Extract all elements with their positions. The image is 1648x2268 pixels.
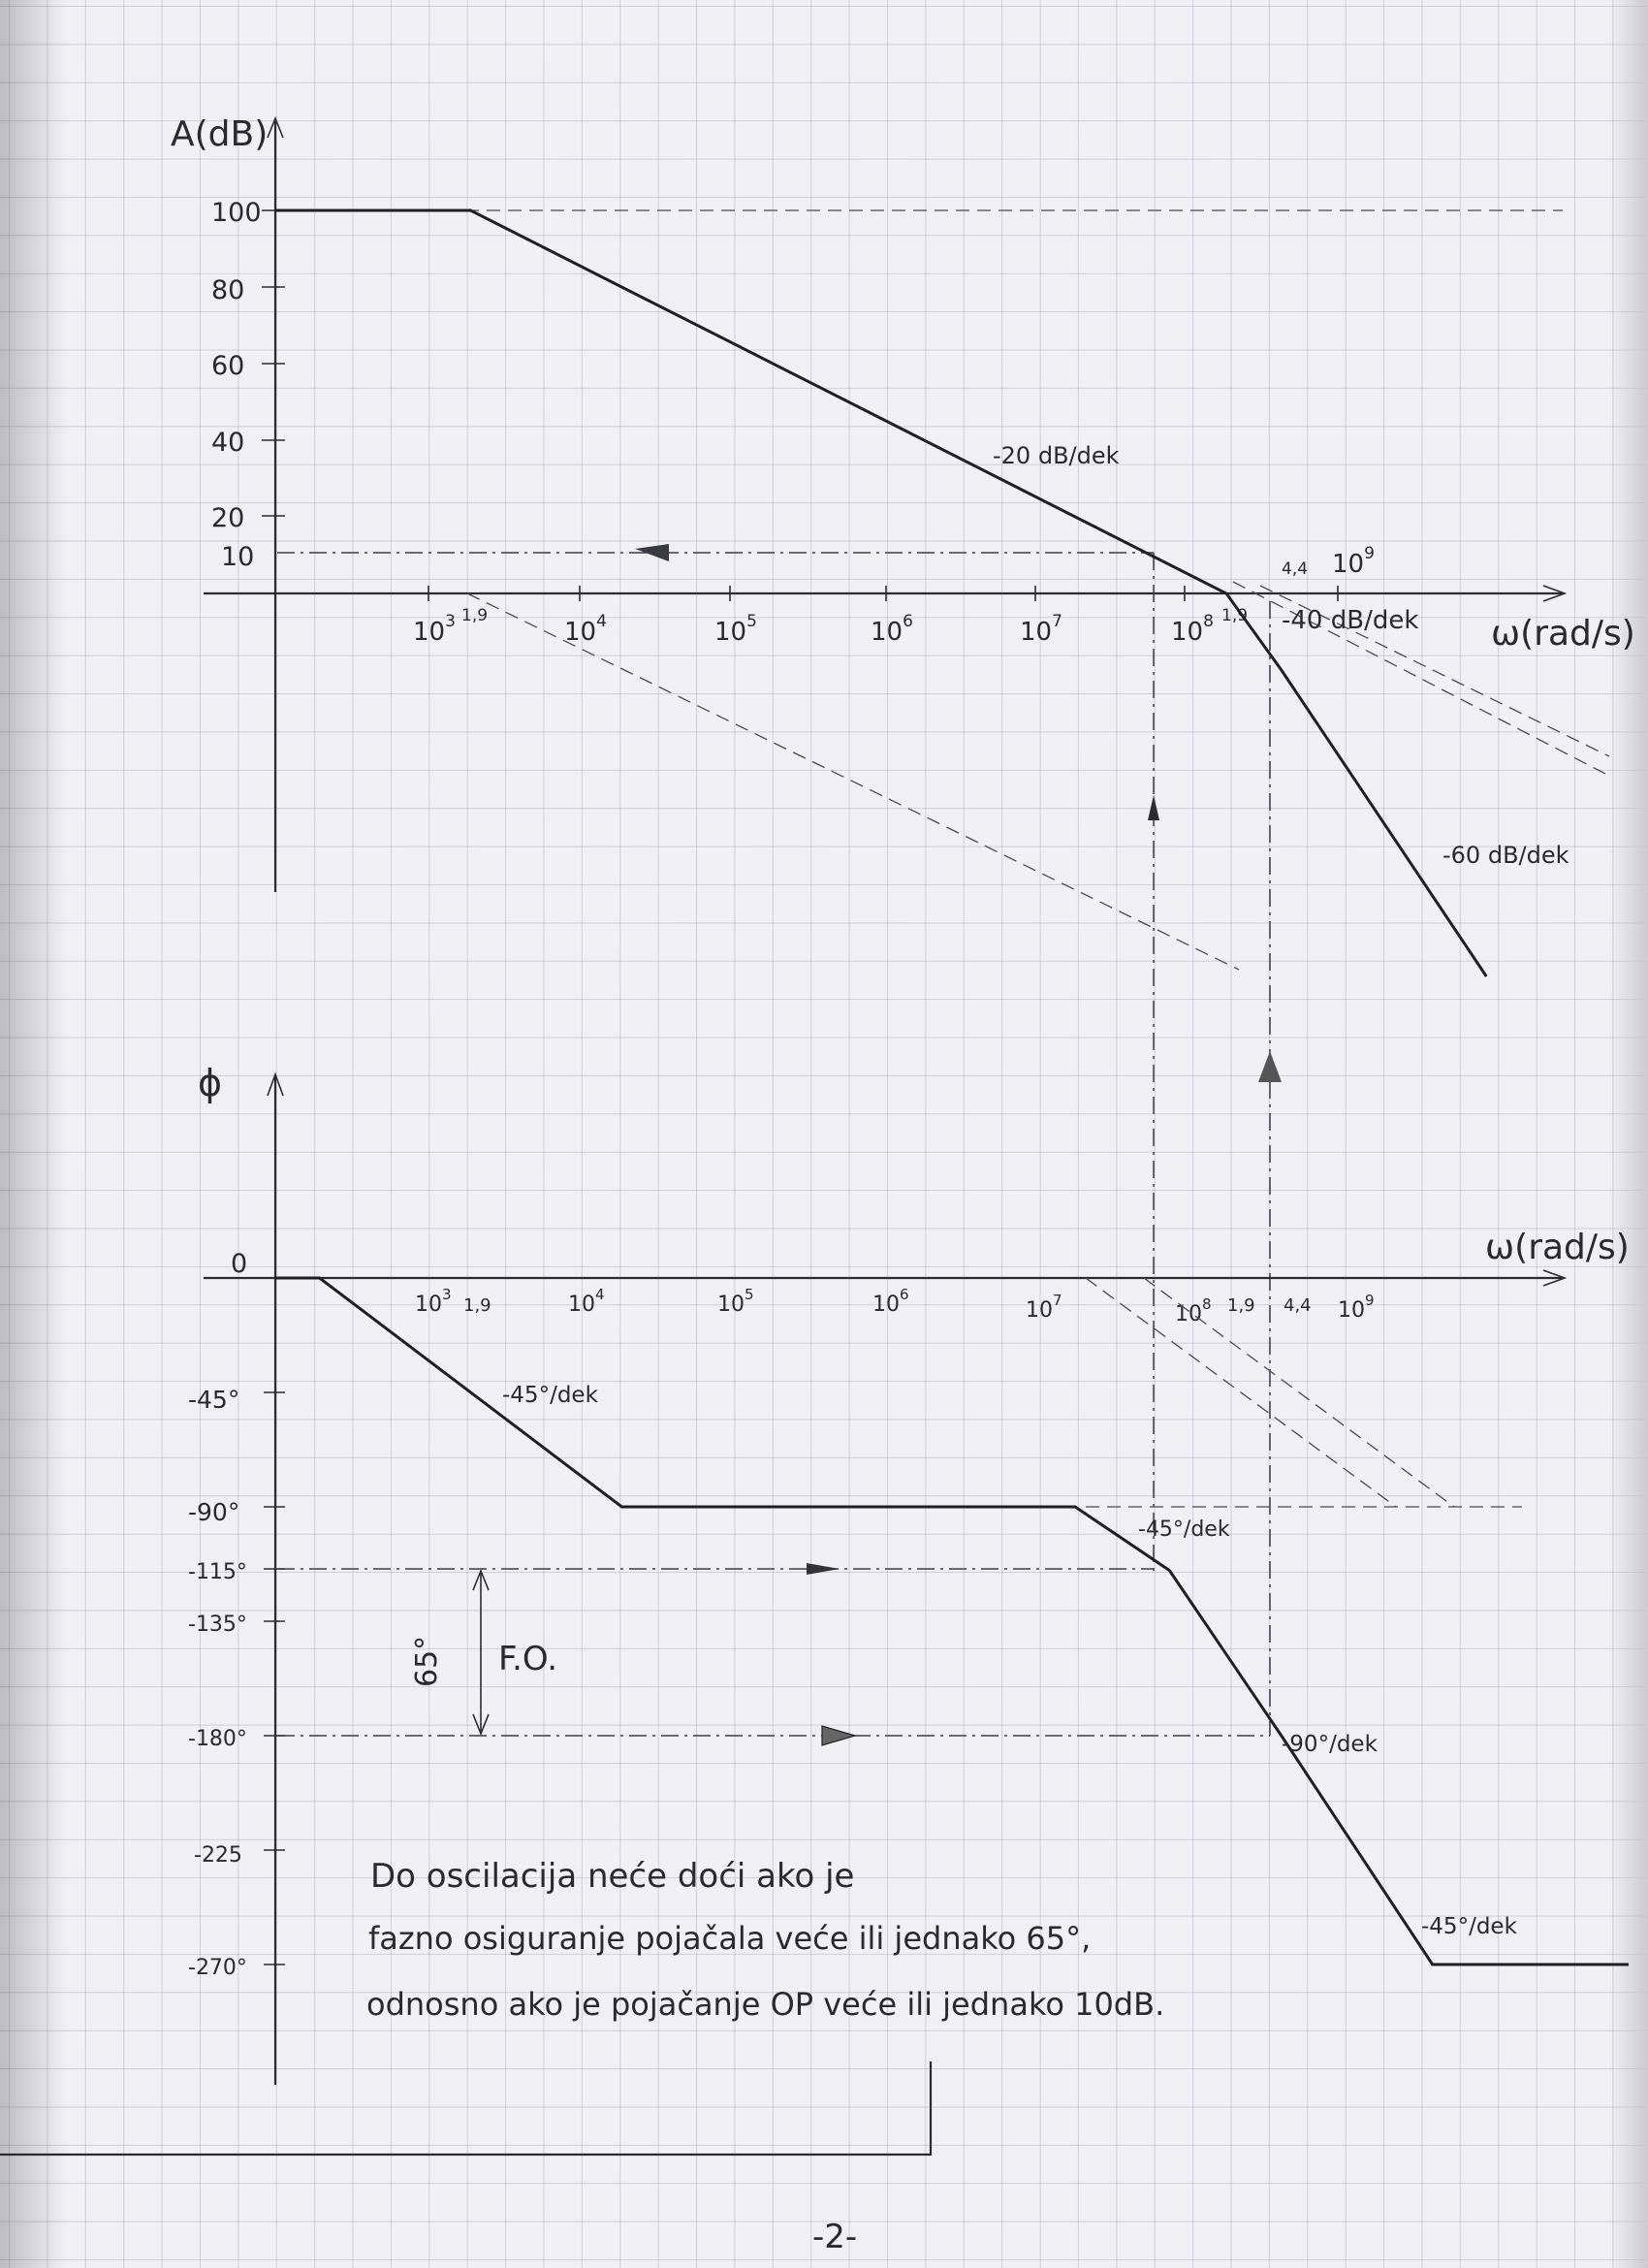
page-edge-shadow (1609, 0, 1648, 2268)
phase-slope-label: -45°/dek (1138, 1517, 1230, 1542)
phase-ytick: -135° (188, 1613, 247, 1637)
mag-ytick: 10 (221, 542, 254, 572)
mag-xtick: 105 (714, 612, 757, 647)
phase-xtick: 105 (717, 1286, 754, 1317)
mag-xtick-extra: 1,9 (1221, 606, 1248, 625)
magnitude-y-ticks: 100 80 60 40 20 10 (211, 198, 285, 572)
magnitude-y-arrow (267, 115, 284, 139)
mag-asymptote-a (1232, 581, 1610, 777)
phase-xtick: 108 (1175, 1295, 1212, 1326)
mag-xtick: 108 (1171, 612, 1214, 647)
magnitude-y-label: A(dB) (171, 114, 268, 154)
phase-margin-value: 65° (410, 1636, 444, 1687)
phase-180-arrowhead (821, 1725, 858, 1746)
conclusion-note: Do oscilacija neće doći ako je fazno osi… (366, 1857, 1164, 2023)
phase-ytick: -180° (188, 1727, 247, 1751)
mag-asymptote-low (466, 592, 1240, 971)
phase-xtick: 106 (872, 1286, 909, 1317)
note-line: Do oscilacija neće doći ako je (370, 1857, 854, 1896)
phase-ytick: -115° (188, 1560, 247, 1584)
phase-asymptote-b (1143, 1277, 1455, 1508)
slope-label: -20 dB/dek (993, 442, 1120, 469)
mag-asymptote-b (1259, 585, 1610, 757)
phase-chart: ϕ ω(rad/s) 0 -45° -90° -115° -135° -180°… (188, 1062, 1630, 2085)
phase-x-label: ω(rad/s) (1485, 1228, 1630, 1267)
mag-ytick: 80 (211, 275, 244, 305)
magnitude-x-label: ω(rad/s) (1491, 614, 1635, 654)
mag-xtick: 106 (871, 612, 913, 647)
phase-ytick: -45° (188, 1386, 239, 1414)
phase-ytick: -225 (194, 1843, 242, 1868)
magnitude-curve (275, 208, 1488, 977)
note-line: fazno osiguranje pojačala veće ili jedna… (368, 1920, 1091, 1957)
phase-margin-arrowhead-bottom (472, 1713, 490, 1737)
phase-curve (275, 1276, 1629, 1966)
mag-xtick-extra: 1,9 (461, 606, 488, 625)
phase-xtick: 109 (1338, 1292, 1375, 1323)
phase-ytick: 0 (231, 1249, 247, 1279)
magnitude-x-arrow (1542, 585, 1568, 602)
phase-xtick-above: 4,4 (1284, 1295, 1312, 1316)
phase-asymptote-a (1085, 1277, 1397, 1508)
mag-xtick: 109 (1332, 544, 1375, 579)
phase-xtick: 107 (1026, 1292, 1062, 1323)
note-line: odnosno ako je pojačanje OP veće ili jed… (366, 1986, 1164, 2023)
phase-xtick: 104 (568, 1286, 605, 1317)
phase-115-arrowhead (807, 1563, 840, 1575)
mag-xtick: 107 (1020, 612, 1062, 647)
slope-label: -40 dB/dek (1282, 606, 1418, 635)
phase-y-arrow (267, 1071, 284, 1097)
magnitude-x-ticks: 103 1,9 104 105 106 107 108 1,9 109 4,4 (413, 544, 1375, 647)
phase-margin-arrowhead-top (472, 1568, 490, 1591)
crossover-up-arrow-b (1258, 1051, 1282, 1082)
phase-y-ticks: 0 -45° -90° -115° -135° -180° -225 -270° (188, 1249, 285, 1980)
phase-ytick: -270° (188, 1956, 247, 1980)
mag-xtick: 103 (413, 612, 456, 647)
phase-ytick: -90° (188, 1498, 239, 1526)
slope-label: -60 dB/dek (1442, 842, 1569, 869)
phase-slope-label: -45°/dek (502, 1383, 599, 1408)
phase-x-ticks: 103 1,9 104 105 106 107 108 1,9 109 4,4 (415, 1286, 1375, 1326)
magnitude-chart: A(dB) ω(rad/s) 100 80 60 40 20 10 103 1,… (171, 114, 1635, 1736)
mag-ytick: 20 (211, 503, 244, 533)
phase-margin-label: F.O. (498, 1640, 557, 1678)
mag-ytick: 100 (211, 198, 262, 228)
page-frame-mark (0, 2061, 933, 2156)
crossover-up-arrow (1148, 795, 1159, 820)
mag-ytick: 40 (211, 428, 244, 458)
phase-slope-label: -90°/dek (1282, 1732, 1379, 1757)
phase-xtick: 103 (415, 1286, 452, 1317)
phase-xtick-extra: 1,9 (463, 1295, 491, 1316)
mag-xtick: 104 (564, 612, 607, 647)
mag-ytick: 60 (211, 351, 244, 381)
phase-y-label: ϕ (198, 1062, 222, 1104)
phase-xtick-extra: 1,9 (1227, 1295, 1255, 1316)
phase-x-arrow (1542, 1269, 1568, 1287)
page-binding-shadow (0, 0, 68, 2268)
mag-xtick-above: 4,4 (1282, 559, 1308, 579)
page-number: -2- (812, 2218, 857, 2256)
phase-slope-label: -45°/dek (1421, 1914, 1518, 1939)
mag-left-arrowhead (635, 544, 669, 561)
